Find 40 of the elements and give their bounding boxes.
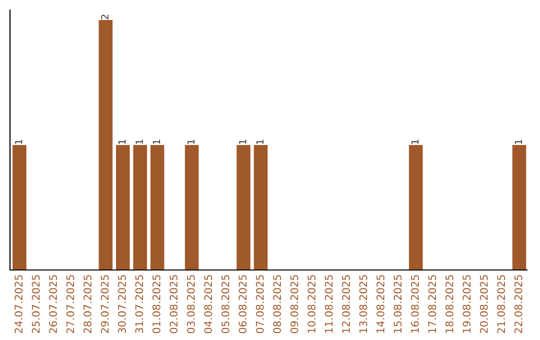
x-tick-label: 28.07.2025 bbox=[84, 275, 92, 334]
x-tick-label: 21.08.2025 bbox=[497, 275, 506, 334]
x-tick-label: 19.08.2025 bbox=[462, 275, 471, 333]
x-tick-label: 02.08.2025 bbox=[170, 275, 178, 334]
x-tick-label: 01.08.2025 bbox=[152, 275, 160, 334]
data-label: 2 bbox=[101, 14, 108, 20]
x-tick-label: 29.07.2025 bbox=[100, 275, 109, 334]
data-label: 1 bbox=[118, 140, 126, 144]
data-label: 1 bbox=[15, 140, 22, 144]
x-tick-label: 10.08.2025 bbox=[308, 275, 316, 333]
x-tick-label: 03.08.2025 bbox=[186, 275, 195, 334]
x-tick-label: 24.07.2025 bbox=[14, 275, 22, 334]
x-tick-label: 22.08.2025 bbox=[514, 275, 522, 334]
data-label: 1 bbox=[411, 140, 419, 144]
x-tick-label: 11.08.2025 bbox=[324, 275, 333, 333]
x-tick-label: 31.07.2025 bbox=[135, 275, 144, 334]
x-tick-label: 14.08.2025 bbox=[376, 275, 384, 333]
x-tick-label: 18.08.2025 bbox=[445, 275, 454, 333]
data-label: 1 bbox=[239, 140, 246, 144]
x-tick-label: 13.08.2025 bbox=[359, 275, 368, 333]
x-tick-label: 27.07.2025 bbox=[66, 275, 74, 334]
data-label: 1 bbox=[136, 140, 143, 144]
x-tick-label: 26.07.2025 bbox=[49, 275, 57, 334]
data-label: 1 bbox=[514, 140, 522, 144]
data-label: 1 bbox=[256, 140, 264, 144]
data-label: 1 bbox=[187, 140, 194, 144]
x-tick-label: 30.07.2025 bbox=[118, 275, 126, 334]
x-tick-label: 16.08.2025 bbox=[410, 275, 419, 333]
x-tick-label: 05.08.2025 bbox=[221, 275, 230, 334]
x-tick-label: 20.08.2025 bbox=[480, 275, 488, 334]
x-tick-label: 07.08.2025 bbox=[256, 275, 264, 334]
x-tick-label: 15.08.2025 bbox=[394, 275, 402, 333]
x-tick-label: 12.08.2025 bbox=[342, 275, 350, 333]
x-tick-label: 06.08.2025 bbox=[238, 275, 247, 334]
x-tick-label: 25.07.2025 bbox=[32, 275, 40, 334]
x-tick-label: 08.08.2025 bbox=[273, 275, 281, 334]
data-label: 1 bbox=[152, 140, 160, 144]
x-tick-label: 04.08.2025 bbox=[204, 275, 212, 334]
x-tick-label: 17.08.2025 bbox=[428, 275, 436, 333]
x-tick-label: 09.08.2025 bbox=[290, 275, 298, 334]
